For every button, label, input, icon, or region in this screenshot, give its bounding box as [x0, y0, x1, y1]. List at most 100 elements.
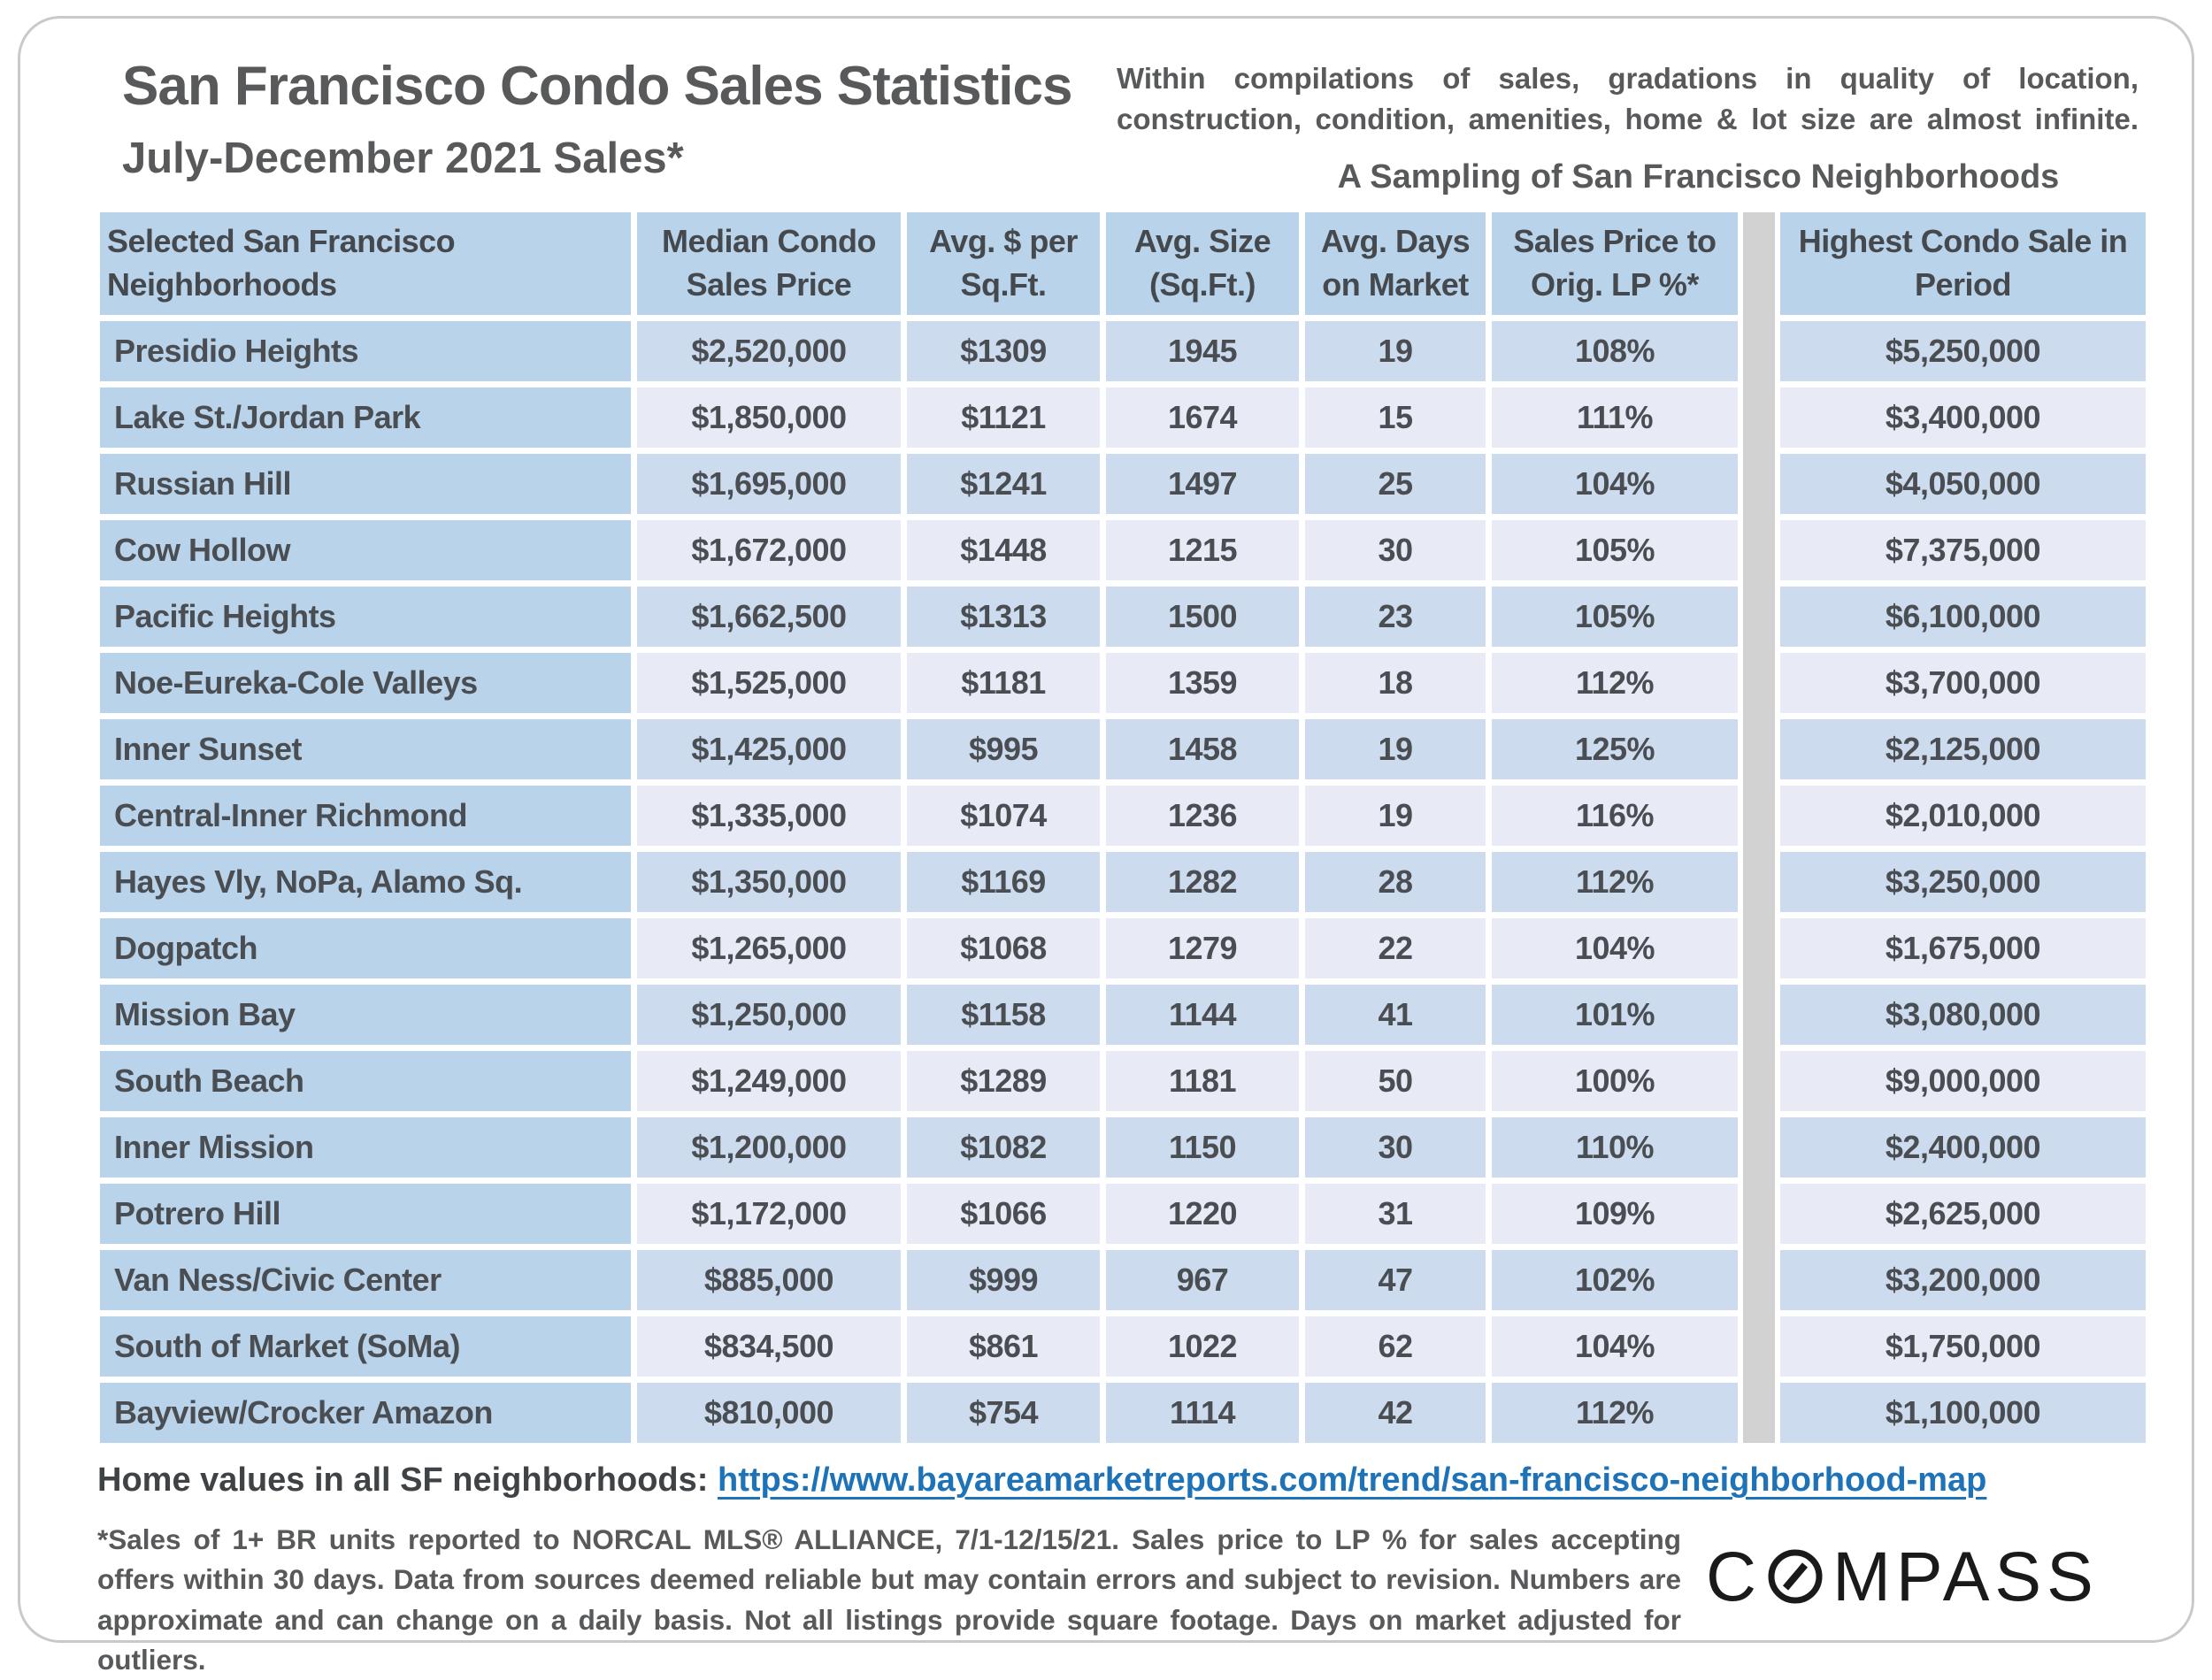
price-per-sqft-cell: $1074: [907, 786, 1100, 846]
sales-to-lp-cell: 104%: [1492, 918, 1738, 978]
highest-sale-cell: $1,100,000: [1780, 1383, 2146, 1443]
price-per-sqft-cell: $1181: [907, 653, 1100, 713]
median-price-cell: $1,350,000: [637, 852, 901, 912]
table-row: Pacific Heights $1,662,500 $1313 1500 23…: [100, 587, 1738, 647]
sampling-caption: A Sampling of San Francisco Neighborhood…: [1337, 158, 2060, 196]
median-price-cell: $1,525,000: [637, 653, 901, 713]
highest-sale-cell: $3,700,000: [1780, 653, 2146, 713]
median-price-cell: $1,672,000: [637, 520, 901, 580]
footer-link-label: Home values in all SF neighborhoods:: [97, 1461, 709, 1499]
sales-to-lp-cell: 100%: [1492, 1051, 1738, 1111]
table-row: Central-Inner Richmond $1,335,000 $1074 …: [100, 786, 1738, 846]
sales-to-lp-cell: 112%: [1492, 653, 1738, 713]
price-per-sqft-cell: $1289: [907, 1051, 1100, 1111]
neighborhood-cell: Mission Bay: [100, 985, 631, 1045]
quality-note-text: Within compilations of sales, gradations…: [1117, 62, 2139, 135]
column-header-neighborhoods: Selected San Francisco Neighborhoods: [100, 212, 631, 315]
neighborhood-cell: Noe-Eureka-Cole Valleys: [100, 653, 631, 713]
neighborhood-cell: Bayview/Crocker Amazon: [100, 1383, 631, 1443]
table-row: Presidio Heights $2,520,000 $1309 1945 1…: [100, 321, 1738, 381]
avg-size-cell: 1144: [1106, 985, 1299, 1045]
table-row: Hayes Vly, NoPa, Alamo Sq. $1,350,000 $1…: [100, 852, 1738, 912]
avg-size-cell: 967: [1106, 1250, 1299, 1310]
price-per-sqft-cell: $861: [907, 1316, 1100, 1377]
highest-sale-cell: $3,250,000: [1780, 852, 2146, 912]
price-per-sqft-cell: $1241: [907, 454, 1100, 514]
median-price-cell: $1,425,000: [637, 719, 901, 779]
column-header-median-price: Median Condo Sales Price: [637, 212, 901, 315]
table-row: Inner Sunset $1,425,000 $995 1458 19 125…: [100, 719, 1738, 779]
median-price-cell: $1,172,000: [637, 1184, 901, 1244]
price-per-sqft-cell: $1169: [907, 852, 1100, 912]
price-per-sqft-cell: $1068: [907, 918, 1100, 978]
price-per-sqft-cell: $1121: [907, 387, 1100, 448]
avg-size-cell: 1279: [1106, 918, 1299, 978]
median-price-cell: $1,249,000: [637, 1051, 901, 1111]
neighborhood-cell: Potrero Hill: [100, 1184, 631, 1244]
price-per-sqft-cell: $999: [907, 1250, 1100, 1310]
avg-size-cell: 1150: [1106, 1117, 1299, 1178]
neighborhood-cell: Pacific Heights: [100, 587, 631, 647]
neighborhood-cell: Central-Inner Richmond: [100, 786, 631, 846]
avg-size-cell: 1500: [1106, 587, 1299, 647]
sales-to-lp-cell: 116%: [1492, 786, 1738, 846]
highest-sale-cell: $2,125,000: [1780, 719, 2146, 779]
neighborhood-cell: Van Ness/Civic Center: [100, 1250, 631, 1310]
compass-needle-o-icon: [1768, 1549, 1823, 1603]
table-main-columns: Selected San Francisco Neighborhoods Med…: [100, 212, 1738, 1443]
days-on-market-cell: 25: [1305, 454, 1486, 514]
highest-sale-cell: $3,080,000: [1780, 985, 2146, 1045]
price-per-sqft-cell: $1158: [907, 985, 1100, 1045]
sales-to-lp-cell: 102%: [1492, 1250, 1738, 1310]
neighborhood-cell: Presidio Heights: [100, 321, 631, 381]
highest-sale-cell: $6,100,000: [1780, 587, 2146, 647]
days-on-market-cell: 15: [1305, 387, 1486, 448]
median-price-cell: $1,695,000: [637, 454, 901, 514]
table-row: Van Ness/Civic Center $885,000 $999 967 …: [100, 1250, 1738, 1310]
sales-to-lp-cell: 108%: [1492, 321, 1738, 381]
days-on-market-cell: 47: [1305, 1250, 1486, 1310]
sales-to-lp-cell: 111%: [1492, 387, 1738, 448]
page-subtitle: July-December 2021 Sales*: [122, 134, 684, 182]
table-highest-column: Highest Condo Sale in Period $5,250,000 $…: [1780, 212, 2146, 1443]
avg-size-cell: 1458: [1106, 719, 1299, 779]
neighborhood-cell: South Beach: [100, 1051, 631, 1111]
median-price-cell: $2,520,000: [637, 321, 901, 381]
table-row: South of Market (SoMa) $834,500 $861 102…: [100, 1316, 1738, 1377]
neighborhood-cell: South of Market (SoMa): [100, 1316, 631, 1377]
table-row: Dogpatch $1,265,000 $1068 1279 22 104%: [100, 918, 1738, 978]
column-header-avg-size: Avg. Size (Sq.Ft.): [1106, 212, 1299, 315]
table-header-row: Selected San Francisco Neighborhoods Med…: [100, 212, 1738, 315]
days-on-market-cell: 22: [1305, 918, 1486, 978]
highest-sale-cell: $3,200,000: [1780, 1250, 2146, 1310]
days-on-market-cell: 41: [1305, 985, 1486, 1045]
title-block: San Francisco Condo Sales Statistics Jul…: [122, 55, 1095, 183]
neighborhood-map-link[interactable]: https://www.bayareamarketreports.com/tre…: [717, 1461, 1987, 1499]
sales-to-lp-cell: 125%: [1492, 719, 1738, 779]
highest-sale-cell: $3,400,000: [1780, 387, 2146, 448]
sales-to-lp-cell: 104%: [1492, 1316, 1738, 1377]
sales-to-lp-cell: 105%: [1492, 520, 1738, 580]
sales-to-lp-cell: 112%: [1492, 852, 1738, 912]
avg-size-cell: 1220: [1106, 1184, 1299, 1244]
table-row: Russian Hill $1,695,000 $1241 1497 25 10…: [100, 454, 1738, 514]
highest-sale-cell: $2,010,000: [1780, 786, 2146, 846]
highest-sale-cell: $5,250,000: [1780, 321, 2146, 381]
table-row: Noe-Eureka-Cole Valleys $1,525,000 $1181…: [100, 653, 1738, 713]
median-price-cell: $1,250,000: [637, 985, 901, 1045]
days-on-market-cell: 31: [1305, 1184, 1486, 1244]
neighborhood-cell: Hayes Vly, NoPa, Alamo Sq.: [100, 852, 631, 912]
avg-size-cell: 1114: [1106, 1383, 1299, 1443]
highest-sale-cell: $2,625,000: [1780, 1184, 2146, 1244]
highest-sale-cell: $1,675,000: [1780, 918, 2146, 978]
days-on-market-cell: 19: [1305, 719, 1486, 779]
highest-sale-cell: $9,000,000: [1780, 1051, 2146, 1111]
price-per-sqft-cell: $1448: [907, 520, 1100, 580]
avg-size-cell: 1282: [1106, 852, 1299, 912]
highest-sale-cell: $4,050,000: [1780, 454, 2146, 514]
days-on-market-cell: 23: [1305, 587, 1486, 647]
table-row: Mission Bay $1,250,000 $1158 1144 41 101…: [100, 985, 1738, 1045]
median-price-cell: $834,500: [637, 1316, 901, 1377]
compass-logo: C MPASS: [1706, 1541, 2099, 1611]
price-per-sqft-cell: $1313: [907, 587, 1100, 647]
